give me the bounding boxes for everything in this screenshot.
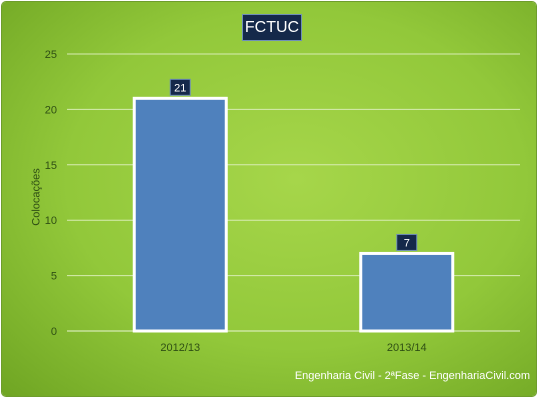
y-tick-label: 5: [51, 271, 57, 283]
data-label: 21: [174, 82, 186, 94]
y-tick-label: 20: [45, 104, 57, 116]
data-label-box: [396, 233, 418, 251]
bar-chart: 0 5 10 15 20 25 21 2012/13 7 2013/14: [45, 49, 520, 354]
bar: [132, 96, 228, 333]
y-axis-label: Colocações: [30, 168, 43, 226]
x-tick-label: 2013/14: [387, 342, 427, 354]
data-label-box: [169, 78, 191, 96]
y-tick-label: 0: [51, 326, 57, 338]
data-label: 7: [404, 237, 410, 249]
footer-credit: Engenharia Civil - 2ªFase - EngenhariaCi…: [294, 370, 530, 382]
x-tick-label: 2012/13: [160, 342, 200, 354]
y-tick-label: 25: [45, 49, 57, 61]
chart-area: 0 5 10 15 20 25 21 2012/13 7 2013/14 FCTUC Coloca…: [2, 2, 536, 396]
y-tick-label: 10: [45, 215, 57, 227]
bar: [359, 251, 455, 333]
y-tick-label: 15: [45, 160, 57, 172]
chart-title: FCTUC: [242, 14, 302, 41]
